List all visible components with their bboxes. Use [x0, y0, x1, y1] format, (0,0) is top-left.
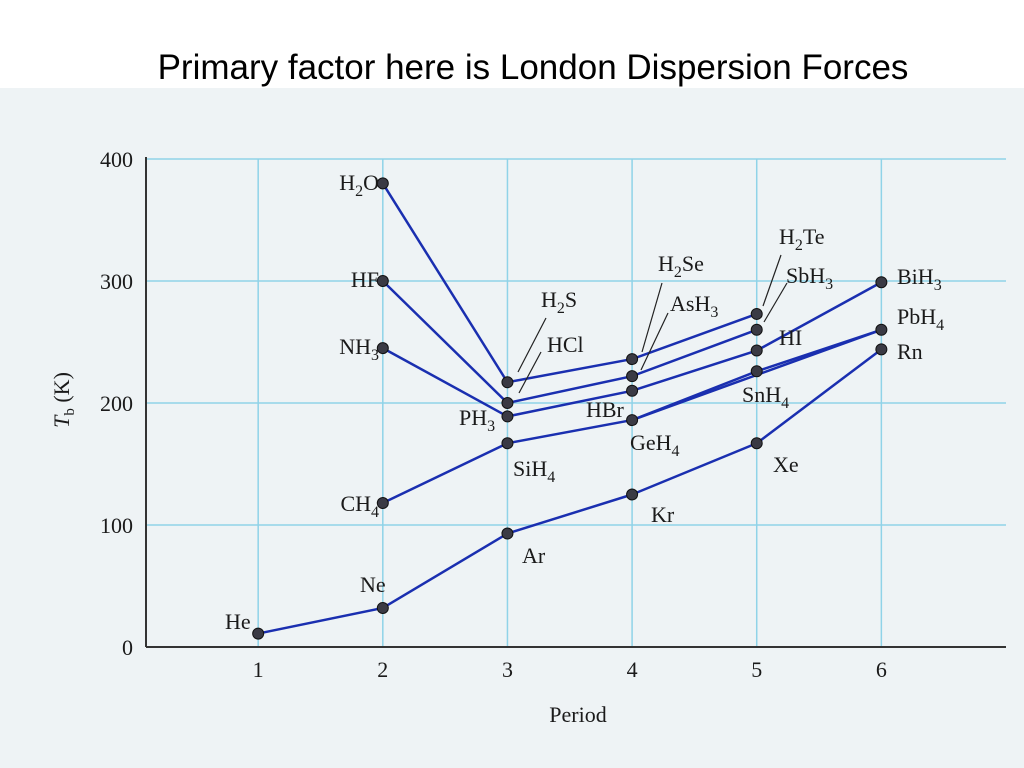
- point-labels: He Ne Ar Kr Xe Rn CH4 SiH4 GeH4 SnH4 PbH4 NH3 PH3 AsH…: [225, 170, 944, 634]
- data-point: [750, 307, 763, 320]
- data-point: [626, 370, 639, 383]
- point-label: HI: [779, 325, 802, 350]
- data-point: [875, 343, 888, 356]
- leader-line: [762, 254, 782, 307]
- y-tick-label: 400: [100, 147, 133, 172]
- point-label: HBr: [586, 397, 625, 422]
- data-point: [501, 437, 514, 450]
- data-point: [376, 601, 389, 614]
- point-label: H2Te: [779, 224, 825, 254]
- chart-panel: 0 100 200 300 400 1 2 3 4 5 6 He Ne Ar Kr Xe Rn CH4 SiH4 G…: [0, 88, 1024, 768]
- series-line: [257, 348, 883, 635]
- series-line: [381, 182, 758, 384]
- data-point: [501, 410, 514, 423]
- x-tick-label: 5: [751, 657, 762, 682]
- data-point: [501, 397, 514, 409]
- axes: 0 100 200 300 400 1 2 3 4 5 6: [100, 147, 1006, 682]
- data-point: [875, 323, 888, 336]
- x-tick-label: 6: [876, 657, 887, 682]
- slide-title: Primary factor here is London Dispersion…: [157, 48, 909, 87]
- data-point: [626, 414, 639, 427]
- y-axis-label: Tb (K): [49, 372, 78, 428]
- data-point: [750, 323, 763, 336]
- data-point: [501, 527, 514, 540]
- leader-line: [518, 351, 542, 394]
- data-points: [252, 177, 888, 640]
- y-axis-label-unit: (K): [49, 372, 74, 408]
- point-label: HCl: [547, 332, 584, 357]
- point-label: Ne: [360, 572, 386, 597]
- x-tick-label: 1: [253, 657, 264, 682]
- x-tick-label: 4: [627, 657, 638, 682]
- point-label: Ar: [522, 543, 546, 568]
- data-point: [875, 276, 888, 289]
- point-label: PH3: [459, 405, 495, 435]
- point-label: H2O: [339, 170, 379, 200]
- point-label: SnH4: [742, 382, 789, 412]
- point-label: HF: [351, 267, 379, 292]
- data-point: [750, 437, 763, 450]
- x-axis-label: Period: [549, 702, 606, 727]
- y-axis-label-sub: b: [62, 408, 78, 416]
- point-label: He: [225, 609, 251, 634]
- data-point: [626, 384, 639, 397]
- point-label: SbH3: [786, 263, 833, 293]
- data-point: [376, 342, 389, 355]
- data-point: [501, 376, 514, 389]
- x-tick-label: 3: [502, 657, 513, 682]
- point-label: H2Se: [658, 251, 704, 281]
- grid-lines: [146, 158, 1006, 647]
- point-label: H2S: [541, 287, 577, 317]
- point-label: Xe: [773, 452, 799, 477]
- data-point: [376, 275, 389, 287]
- series-line: [381, 280, 758, 405]
- data-point: [750, 365, 763, 378]
- y-tick-label: 200: [100, 391, 133, 416]
- leader-line: [763, 282, 788, 323]
- x-tick-label: 2: [377, 657, 388, 682]
- boiling-point-chart: 0 100 200 300 400 1 2 3 4 5 6 He Ne Ar Kr Xe Rn CH4 SiH4 G…: [49, 147, 1006, 727]
- leader-line: [640, 312, 669, 371]
- leader-line: [641, 282, 663, 353]
- y-tick-label: 100: [100, 513, 133, 538]
- data-point: [376, 497, 389, 510]
- data-point: [626, 488, 639, 501]
- point-label: Rn: [897, 339, 923, 364]
- data-point: [252, 627, 265, 640]
- y-tick-label: 0: [122, 635, 133, 660]
- y-tick-label: 300: [100, 269, 133, 294]
- point-label: PbH4: [897, 304, 944, 334]
- leader-line: [517, 317, 547, 373]
- label-leader-lines: [517, 254, 788, 394]
- point-label: SiH4: [513, 456, 555, 486]
- point-label: AsH3: [670, 291, 718, 321]
- y-axis-label-main: T: [49, 414, 74, 428]
- point-label: Kr: [651, 502, 675, 527]
- point-label: NH3: [339, 334, 379, 364]
- point-label: GeH4: [630, 430, 680, 460]
- data-point: [626, 353, 639, 366]
- data-point: [750, 344, 763, 357]
- point-label: BiH3: [897, 264, 942, 294]
- data-point: [376, 177, 389, 190]
- point-label: CH4: [340, 491, 379, 521]
